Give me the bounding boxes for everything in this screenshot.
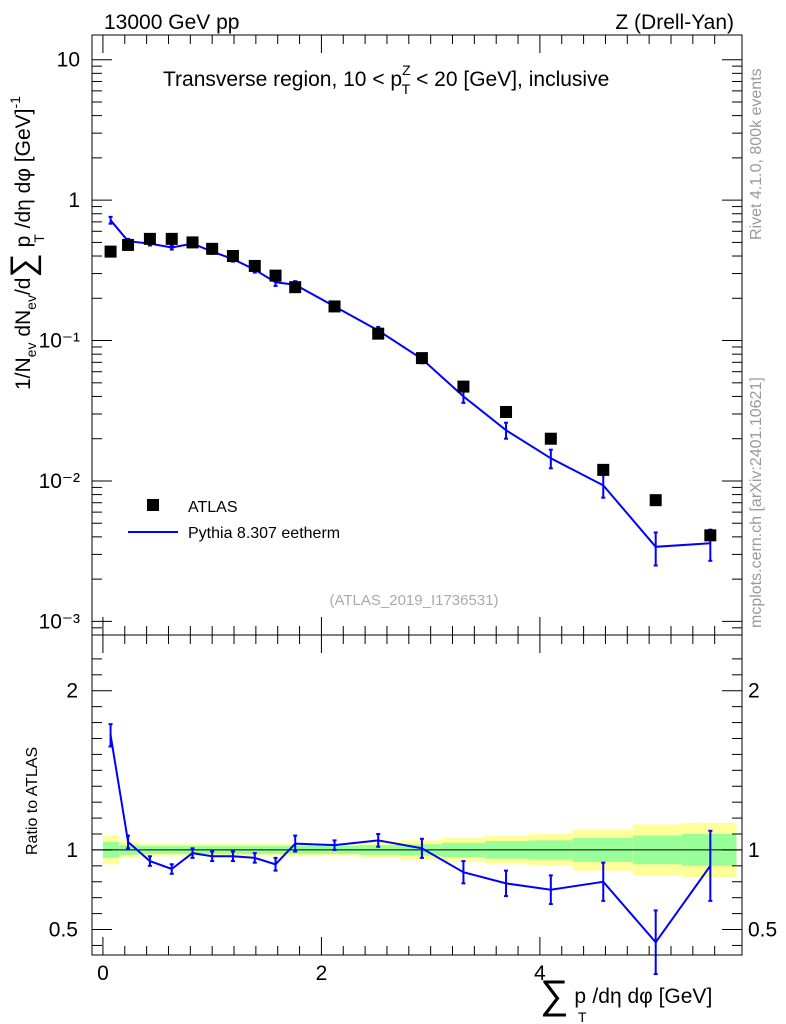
atlas-data-point [226,250,239,263]
atlas-data-point [649,494,662,507]
analysis-watermark: (ATLAS_2019_I1736531) [329,592,498,609]
main-title: Transverse region, 10 < pZ T < 20 [GeV], … [163,62,609,97]
x-tick-label: 0 [97,962,109,985]
ratio-y-tick-label-left: 0.5 [49,919,78,942]
main-y-tick-label: 10 [57,49,80,72]
atlas-data-point [186,236,199,249]
rivet-version-label: Rivet 4.1.0, 800k events [748,68,765,240]
atlas-data-point [289,281,302,294]
main-data-layer [104,215,717,567]
legend-marker-atlas [147,499,159,511]
atlas-data-point [206,242,219,255]
header-energy-label: 13000 GeV pp [104,11,239,34]
atlas-data-point [143,232,156,245]
atlas-data-point [597,463,610,476]
ratio-frame [91,634,743,956]
atlas-data-point [269,269,282,282]
atlas-data-point [165,232,178,245]
legend-label-atlas: ATLAS [188,499,238,516]
ratio-y-tick-label-left: 2 [66,680,78,703]
main-y-tick-label: 1 [68,189,80,212]
main-y-tick-label: 10⁻³ [39,610,80,633]
legend: ATLAS Pythia 8.307 eetherm [128,499,340,542]
atlas-data-point [544,432,557,445]
ratio-y-tick-labels: 0.5 0.5 1 1 2 2 [49,680,777,942]
main-y-tick-label: 10⁻¹ [39,330,80,353]
ratio-ticks [92,635,742,955]
ratio-y-tick-label-right: 2 [748,680,760,703]
atlas-data-point [328,300,341,313]
main-y-tick-labels: 10 1 10⁻¹ 10⁻² 10⁻³ [39,49,80,634]
ratio-y-axis-label: Ratio to ATLAS [24,747,41,855]
legend-label-pythia: Pythia 8.307 eetherm [188,525,340,542]
main-ticks [92,35,742,636]
main-frame [91,34,743,636]
main-panel: 10 1 10⁻¹ 10⁻² 10⁻³ Transverse region, 10 < … [4,34,743,636]
ratio-y-tick-label-left: 1 [66,839,78,862]
x-tick-label: 2 [316,962,328,985]
x-tick-labels: 0 2 4 [97,962,546,985]
header-process-label: Z (Drell-Yan) [615,11,734,34]
atlas-data-point [500,405,513,418]
mcplots-reference-label: mcplots.cern.ch [arXiv:2401.10621] [748,377,765,628]
atlas-data-point [122,238,135,251]
atlas-data-point [104,245,117,258]
atlas-data-point [457,380,470,393]
main-y-tick-label: 10⁻² [39,470,80,493]
atlas-data-point [248,259,261,272]
atlas-data-point [372,327,385,340]
atlas-data-point [704,529,717,542]
ratio-y-tick-label-right: 1 [748,839,760,862]
pythia-line [109,219,711,548]
ratio-y-tick-label-right: 0.5 [748,919,777,942]
ratio-data-layer [92,723,742,976]
atlas-data-point [415,352,428,365]
x-tick-label: 4 [534,962,546,985]
